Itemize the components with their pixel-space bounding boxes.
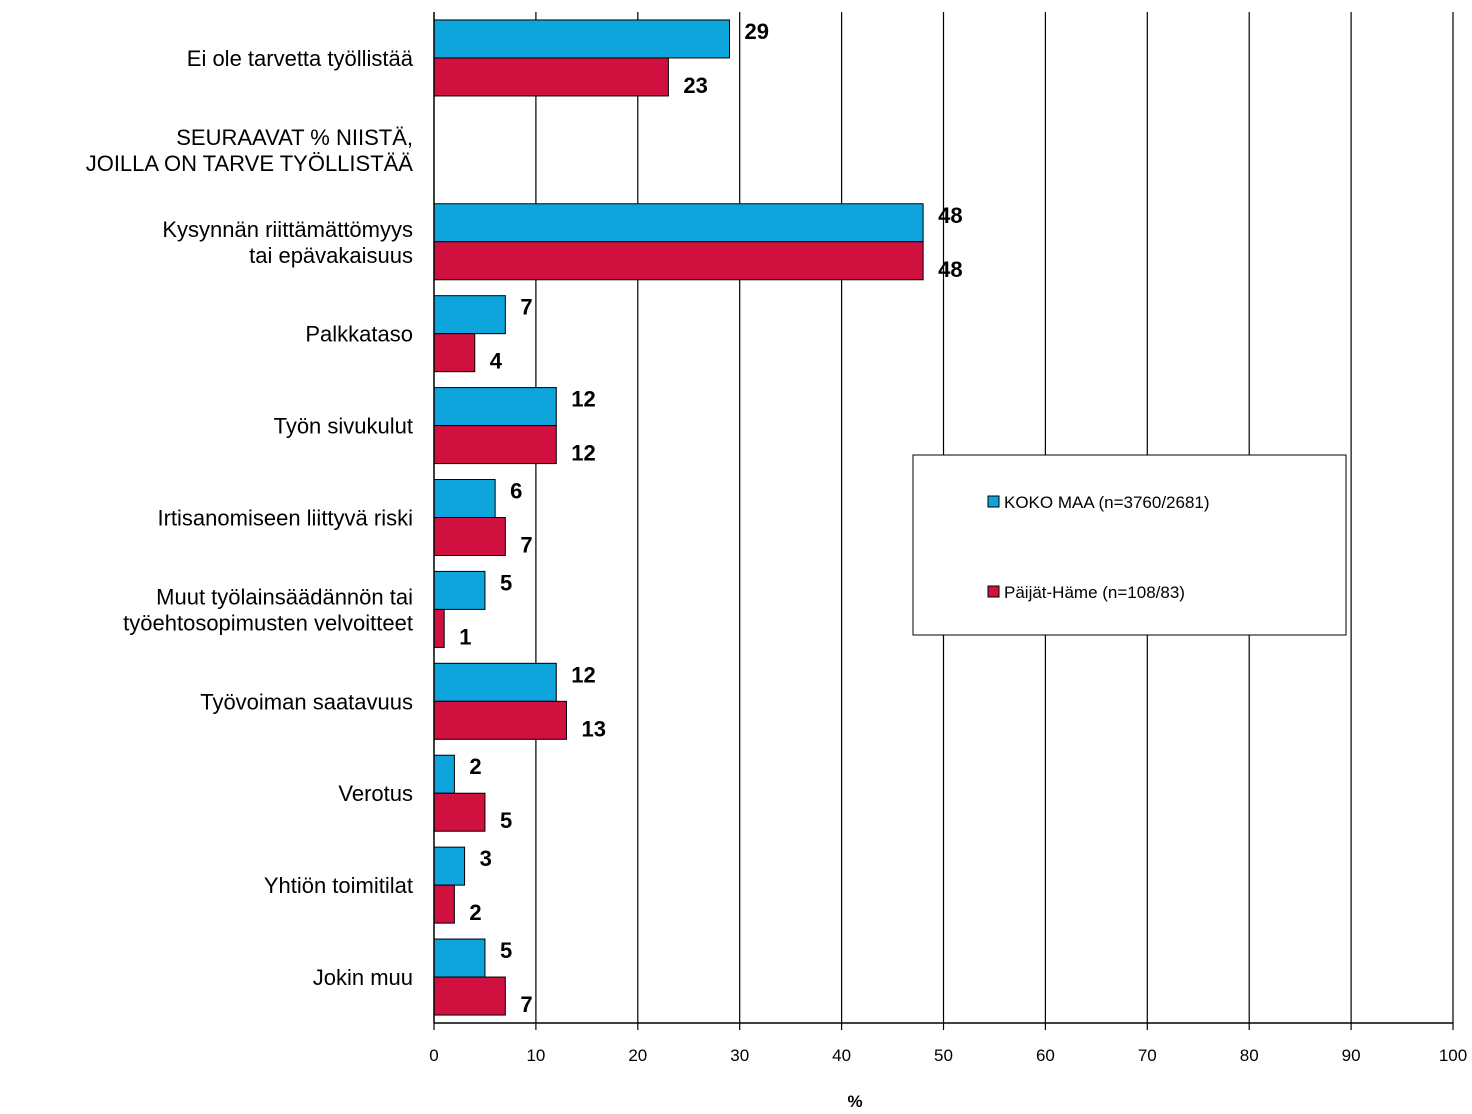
data-label: 5 xyxy=(500,808,512,833)
category-label: Työn sivukulut xyxy=(274,414,413,439)
x-tick-label: 80 xyxy=(1240,1046,1259,1065)
data-label: 5 xyxy=(500,938,512,963)
data-label: 6 xyxy=(510,479,522,504)
bar-series-0-cat-3 xyxy=(433,295,506,335)
category-label: JOILLA ON TARVE TYÖLLISTÄÄ xyxy=(86,151,414,176)
bar-series-1-cat-8 xyxy=(433,792,486,832)
x-tick-label: 20 xyxy=(628,1046,647,1065)
bar-series-0-cat-8 xyxy=(433,754,455,794)
data-label: 2 xyxy=(469,754,481,779)
x-tick-label: 30 xyxy=(730,1046,749,1065)
category-label: Jokin muu xyxy=(313,965,413,990)
category-label: Yhtiön toimitilat xyxy=(264,873,413,898)
bar-series-0-cat-4 xyxy=(433,387,557,427)
bar-series-1-cat-5 xyxy=(433,517,506,556)
bar-series-0-cat-10 xyxy=(433,938,486,978)
data-label: 7 xyxy=(520,295,532,320)
category-label: tai epävakaisuus xyxy=(249,243,413,268)
bar-series-1-cat-6 xyxy=(433,608,445,648)
bar-series-1-cat-9 xyxy=(433,884,455,924)
data-label: 23 xyxy=(683,73,707,98)
bar-series-1-cat-10 xyxy=(433,976,506,1016)
bars xyxy=(433,19,924,1016)
data-label: 2 xyxy=(469,900,481,925)
bar-series-0-cat-2 xyxy=(433,203,924,243)
x-tick-label: 0 xyxy=(429,1046,438,1065)
legend-box xyxy=(912,454,1347,636)
data-label: 12 xyxy=(571,387,595,412)
x-tick-label: 50 xyxy=(934,1046,953,1065)
legend: KOKO MAA (n=3760/2681) Päijät-Häme (n=10… xyxy=(912,454,1347,636)
bar-series-1-cat-7 xyxy=(433,700,567,740)
category-label: Palkkataso xyxy=(305,322,413,347)
category-label: Verotus xyxy=(338,781,413,806)
category-label: Työvoiman saatavuus xyxy=(200,689,413,714)
bar-series-1-cat-2 xyxy=(433,241,924,281)
bar-series-0-cat-5 xyxy=(433,479,496,518)
x-tick-label: 40 xyxy=(832,1046,851,1065)
x-tick-label: 70 xyxy=(1138,1046,1157,1065)
data-label: 48 xyxy=(938,257,962,282)
bar-series-0-cat-9 xyxy=(433,846,466,886)
data-label: 7 xyxy=(520,992,532,1017)
bar-series-1-cat-3 xyxy=(433,333,476,373)
data-label: 5 xyxy=(500,570,512,595)
category-label: SEURAAVAT % NIISTÄ, xyxy=(176,125,413,150)
x-axis-title: % xyxy=(847,1092,862,1111)
category-label: työehtosopimusten velvoitteet xyxy=(123,610,413,635)
x-tick-label: 60 xyxy=(1036,1046,1055,1065)
data-label: 12 xyxy=(571,662,595,687)
data-label: 13 xyxy=(581,716,605,741)
legend-swatch-koko-maa xyxy=(987,495,1000,508)
data-label: 12 xyxy=(571,441,595,466)
category-label: Kysynnän riittämättömyys xyxy=(162,217,413,242)
x-tick-label: 10 xyxy=(526,1046,545,1065)
data-label: 3 xyxy=(480,846,492,871)
bar-series-1-cat-0 xyxy=(433,57,669,97)
bar-series-0-cat-6 xyxy=(433,570,486,610)
x-tick-label: 90 xyxy=(1342,1046,1361,1065)
x-tick-label: 100 xyxy=(1439,1046,1467,1065)
data-label: 1 xyxy=(459,624,471,649)
bar-series-1-cat-4 xyxy=(433,425,557,465)
legend-label-koko-maa: KOKO MAA (n=3760/2681) xyxy=(1004,493,1210,512)
bar-series-0-cat-0 xyxy=(433,19,731,59)
category-label: Muut työlainsäädännön tai xyxy=(156,584,413,609)
data-label: 7 xyxy=(520,533,532,558)
axes xyxy=(433,12,1454,1030)
legend-label-paijat-hame: Päijät-Häme (n=108/83) xyxy=(1004,583,1185,602)
category-label: Irtisanomiseen liittyvä riski xyxy=(157,506,413,531)
legend-swatch-paijat-hame xyxy=(987,585,1000,598)
data-label: 4 xyxy=(490,349,503,374)
bar-series-0-cat-7 xyxy=(433,662,557,702)
data-label: 29 xyxy=(745,19,769,44)
data-label: 48 xyxy=(938,203,962,228)
category-label: Ei ole tarvetta työllistää xyxy=(187,46,414,71)
